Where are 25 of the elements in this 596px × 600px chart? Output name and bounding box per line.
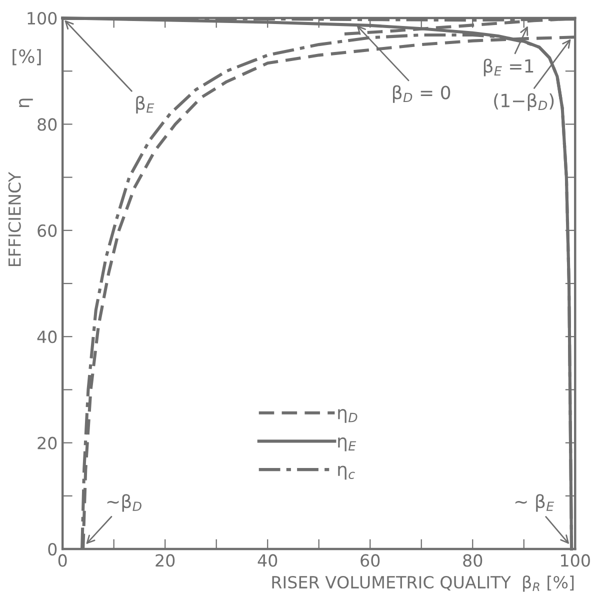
y-tick-label: 20 bbox=[38, 436, 57, 450]
x-tick-label: 40 bbox=[258, 554, 278, 567]
legend-label: η$_{c}$ bbox=[338, 466, 355, 480]
y-tick-label: 60 bbox=[38, 224, 57, 237]
x-tick-label: 80 bbox=[463, 554, 482, 567]
annotation: β$_{E}$ bbox=[136, 96, 154, 114]
y-axis-title: EFFICIENCY bbox=[8, 172, 21, 266]
legend-label: η$_{D}$ bbox=[338, 409, 358, 423]
annotation: β$_{E}$ =1 bbox=[484, 58, 534, 76]
x-tick-label: 60 bbox=[360, 554, 380, 567]
text: η bbox=[19, 98, 33, 108]
y-tick-label: 40 bbox=[37, 330, 57, 344]
annotation: (1−β$_{D}$) bbox=[494, 93, 554, 111]
x-tick-label: 0 bbox=[58, 554, 67, 567]
annotation: ~ β$_{E}$ bbox=[515, 494, 554, 512]
y-tick-label: 100 bbox=[28, 12, 57, 25]
annotation: β$_{D}$ = 0 bbox=[393, 85, 450, 103]
y-tick-label: 0 bbox=[48, 542, 57, 556]
legend-label: η$_{E}$ bbox=[338, 437, 356, 452]
annotation: ~β$_{D}$ bbox=[107, 494, 142, 512]
y-tick-label: 80 bbox=[38, 118, 57, 131]
x-axis-title: RISER VOLUMETRIC QUALITY β$_{R}$ [%] bbox=[272, 576, 574, 592]
x-tick-label: 20 bbox=[156, 554, 175, 567]
x-tick-label: 100 bbox=[561, 554, 590, 567]
text: [%] bbox=[12, 49, 41, 66]
